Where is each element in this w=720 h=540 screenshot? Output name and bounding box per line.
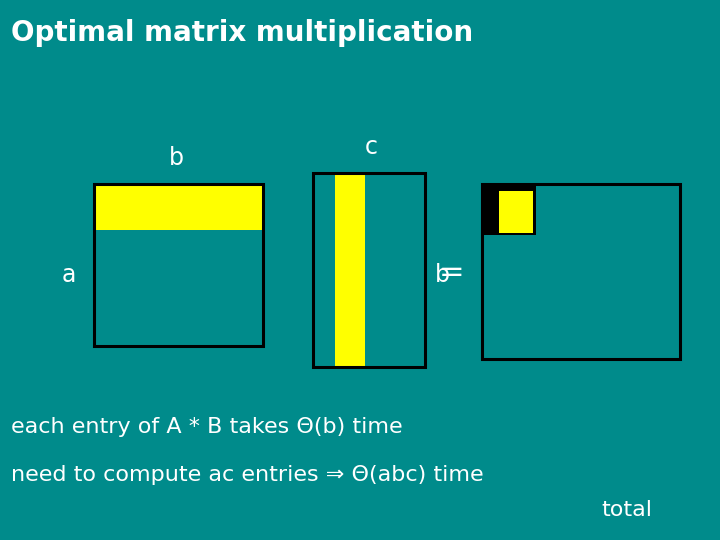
Bar: [94, 184, 263, 346]
Text: a: a: [61, 264, 76, 287]
Text: =: =: [438, 258, 464, 287]
Text: total: total: [601, 500, 652, 521]
Text: b: b: [169, 146, 184, 170]
Text: each entry of A * B takes Θ(b) time: each entry of A * B takes Θ(b) time: [11, 416, 402, 437]
Bar: [313, 173, 425, 367]
Text: Optimal matrix multiplication: Optimal matrix multiplication: [11, 19, 473, 47]
Bar: [94, 184, 263, 230]
Bar: [499, 191, 533, 233]
Bar: [335, 173, 365, 367]
Bar: [482, 184, 680, 359]
Text: b: b: [436, 264, 450, 287]
Text: need to compute ac entries ⇒ Θ(abc) time: need to compute ac entries ⇒ Θ(abc) time: [11, 465, 483, 485]
Text: c: c: [364, 136, 377, 159]
Bar: [482, 184, 536, 235]
